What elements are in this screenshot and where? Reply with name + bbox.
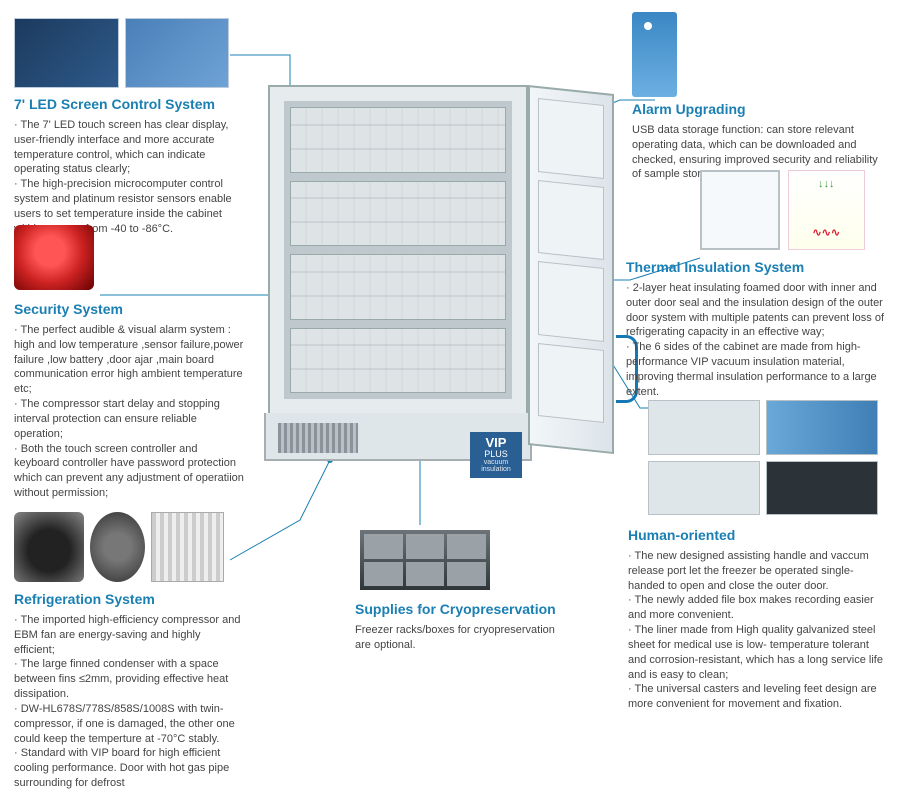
refrigeration-heading: Refrigeration System xyxy=(14,590,244,609)
security-bullet: The perfect audible & visual alarm syste… xyxy=(14,323,244,397)
alarm-light-image xyxy=(14,225,94,290)
human-heading: Human-oriented xyxy=(628,526,888,545)
thermal-images xyxy=(700,170,865,250)
freezer-shelf xyxy=(290,328,506,394)
vip-sub: vacuum insulation xyxy=(470,459,522,474)
freezer-shelf xyxy=(290,181,506,247)
filebox-photo xyxy=(766,400,878,455)
thermal-insulation-section: Thermal Insulation System 2-layer heat i… xyxy=(626,258,888,400)
door-seal-photo xyxy=(700,170,780,250)
vip-line2: PLUS xyxy=(470,450,522,459)
freezer-cabinet xyxy=(268,85,528,415)
fan-photo xyxy=(90,512,145,582)
door-panel xyxy=(538,180,604,260)
led-bullets: The 7' LED touch screen has clear displa… xyxy=(14,118,244,237)
freezer-shelf xyxy=(290,107,506,173)
thermal-bullet: The 6 sides of the cabinet are made from… xyxy=(626,340,888,399)
human-bullet: The liner made from High quality galvani… xyxy=(628,623,888,682)
controller-photo xyxy=(14,18,119,88)
door-panel xyxy=(538,343,604,423)
led-screen-images xyxy=(14,18,229,88)
cryo-section: Supplies for Cryopreservation Freezer ra… xyxy=(355,600,565,653)
freezer-shelf xyxy=(290,254,506,320)
vip-plus-badge: VIP PLUS vacuum insulation xyxy=(470,432,522,478)
security-heading: Security System xyxy=(14,300,244,319)
thermal-heading: Thermal Insulation System xyxy=(626,258,888,277)
cryo-racks-image xyxy=(360,530,490,590)
human-bullets: The new designed assisting handle and va… xyxy=(628,549,888,712)
thermal-bullet: 2-layer heat insulating foamed door with… xyxy=(626,281,888,340)
vip-line1: VIP xyxy=(470,436,522,450)
refrigeration-section: Refrigeration System The imported high-e… xyxy=(14,590,244,791)
freezer-door xyxy=(528,85,614,454)
led-bullet: The 7' LED touch screen has clear displa… xyxy=(14,118,244,177)
door-panel xyxy=(538,261,604,341)
freezer-vent xyxy=(278,423,358,453)
alarm-heading: Alarm Upgrading xyxy=(632,100,882,119)
cryo-body: Freezer racks/boxes for cryopreservation… xyxy=(355,623,565,653)
refrigeration-bullet: The imported high-efficiency compressor … xyxy=(14,613,244,658)
handle-photo xyxy=(648,400,760,455)
caster-photo xyxy=(766,461,878,516)
refrigeration-bullets: The imported high-efficiency compressor … xyxy=(14,613,244,791)
human-bullet: The newly added file box makes recording… xyxy=(628,593,888,623)
security-section: Security System The perfect audible & vi… xyxy=(14,300,244,501)
human-oriented-images xyxy=(648,400,878,515)
touchscreen-photo xyxy=(125,18,230,88)
security-bullets: The perfect audible & visual alarm syste… xyxy=(14,323,244,501)
freezer-product-illustration xyxy=(268,85,628,515)
led-screen-section: 7' LED Screen Control System The 7' LED … xyxy=(14,95,244,237)
freezer-interior xyxy=(284,101,512,399)
led-heading: 7' LED Screen Control System xyxy=(14,95,244,114)
security-bullet: The compressor start delay and stopping … xyxy=(14,397,244,442)
refrigeration-bullet: The large finned condenser with a space … xyxy=(14,657,244,702)
refrigeration-bullet: DW-HL678S/778S/858S/1008S with twin-comp… xyxy=(14,702,244,747)
usb-port-image xyxy=(632,12,677,97)
security-bullet: Both the touch screen controller and key… xyxy=(14,442,244,501)
human-oriented-section: Human-oriented The new designed assistin… xyxy=(628,526,888,712)
refrigeration-bullet: Standard with VIP board for high efficie… xyxy=(14,746,244,791)
liner-photo xyxy=(648,461,760,516)
cryo-heading: Supplies for Cryopreservation xyxy=(355,600,565,619)
refrigeration-images xyxy=(14,512,224,582)
human-bullet: The universal casters and leveling feet … xyxy=(628,682,888,712)
compressor-photo xyxy=(14,512,84,582)
insulation-diagram xyxy=(788,170,866,250)
door-panel xyxy=(538,98,604,178)
thermal-bullets: 2-layer heat insulating foamed door with… xyxy=(626,281,888,400)
condenser-photo xyxy=(151,512,224,582)
human-bullet: The new designed assisting handle and va… xyxy=(628,549,888,594)
